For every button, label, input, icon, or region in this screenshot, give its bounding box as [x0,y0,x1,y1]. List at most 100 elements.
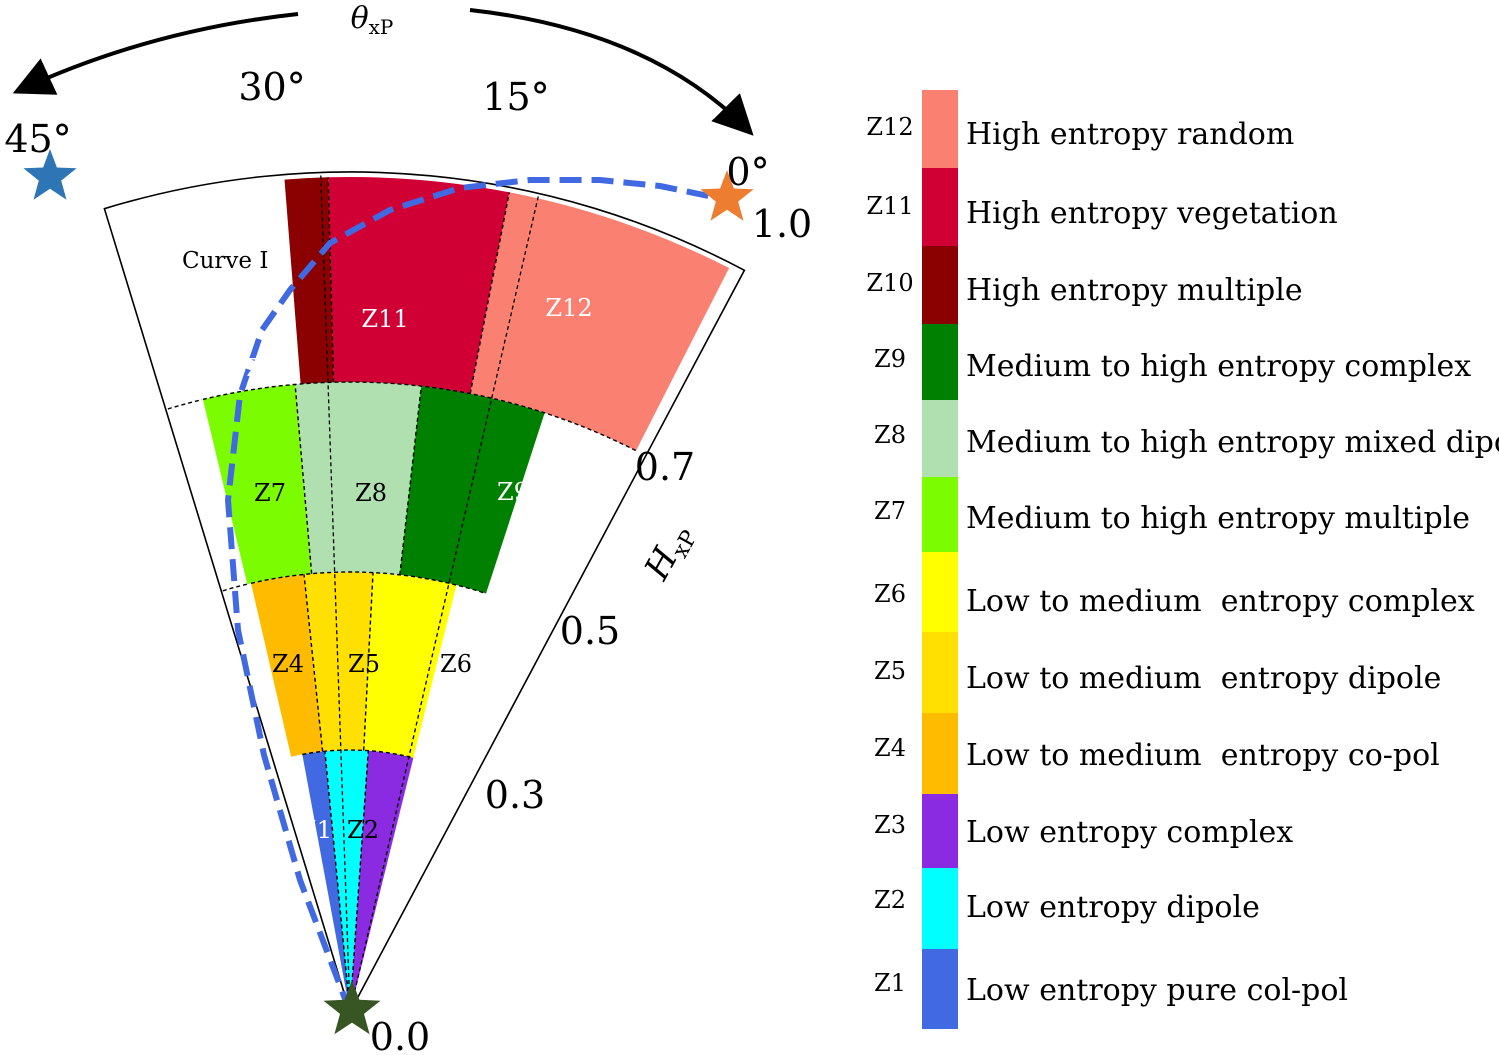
legend-description-z6: Low to medium entropy complex [966,584,1475,619]
zone-label-z3: Z3 [398,816,430,844]
curve-i [225,177,729,1014]
legend-id-z3: Z3 [874,811,906,839]
zone-z8 [295,381,422,575]
theta-radial-30 [320,172,351,1013]
radius-tick-label: 0.7 [635,445,695,489]
legend-description-z4: Low to medium entropy co-pol [966,738,1440,773]
angle-tick-label: 45° [4,117,71,161]
zone-label-z12: Z12 [545,294,592,322]
entropy-boundary-0 [302,749,414,759]
legend-id-z5: Z5 [874,657,906,685]
zone-divider-7 [469,192,511,394]
radius-tick-label: 0.3 [485,773,545,817]
theta-radial-15 [349,193,540,1013]
zone-z9 [399,386,545,594]
zone-z7 [202,384,312,585]
zone-label-z8: Z8 [355,479,387,507]
legend-description-z11: High entropy vegetation [966,196,1338,231]
angle-tick-label: 15° [482,75,549,119]
legend-swatch-z3 [922,794,958,868]
legend-description-z5: Low to medium entropy dipole [966,661,1441,696]
stars-layer [23,149,754,1035]
legend-id-z8: Z8 [874,421,906,449]
zone-z6 [363,572,457,758]
radius-tick-label: 1.0 [752,202,812,246]
zone-label-z1: Z1 [300,816,332,844]
legend-swatch-z7 [922,477,958,552]
radius-tick-label: 0.5 [560,609,620,653]
zone-label-z4: Z4 [272,650,304,678]
legend-swatch-z1 [922,949,958,1029]
zone-divider-3 [363,572,374,751]
ticks-layer: 45° 30° 15° 0° 0.0 0.3 0.5 0.7 1.0 [4,65,812,1055]
legend-id-z2: Z2 [874,886,906,914]
legend-description-z9: Medium to high entropy complex [966,349,1471,384]
zone-divider-5 [399,385,423,575]
zones-layer [202,177,730,1012]
zone-divider-6 [327,177,335,383]
legend-swatch-z9 [922,324,958,400]
angle-tick-label: 30° [238,65,305,109]
theta-arrow-right [469,8,754,136]
legend-id-z1: Z1 [874,969,906,997]
theta-subscript: xP [369,15,394,39]
legend-swatch-z5 [922,632,958,713]
zone-label-z11: Z11 [361,305,408,333]
legend-description-z1: Low entropy pure col-pol [966,973,1348,1008]
legend-id-z9: Z9 [874,345,906,373]
legend-description-z7: Medium to high entropy multiple [966,501,1470,536]
legend-swatch-z10 [922,246,958,324]
star-0-icon [700,170,754,221]
curve-i-label: Curve I [182,248,268,274]
legend-swatch-z11 [922,168,958,246]
zone-divider-4 [294,384,313,574]
zone-label-z2: Z2 [347,816,379,844]
legend: Z12 High entropy random Z11 High entropy ve… [866,90,1499,1029]
empty-boundary-0 [222,582,250,592]
legend-swatch-z12 [922,90,958,168]
zone-divider-2 [303,574,324,752]
empty-boundary-1 [167,399,203,410]
legend-swatch-z4 [922,713,958,794]
zone-z11 [328,177,510,394]
entropy-boundary-1 [250,571,487,595]
zone-label-z10: Z10 [246,354,293,382]
zone-divider-1 [349,750,369,1013]
zone-z2 [324,749,369,1012]
zone-z4 [251,574,323,757]
legend-id-z10: Z10 [866,269,913,297]
legend-id-z11: Z11 [866,192,913,220]
zone-divider-0 [324,751,351,1013]
star-origin-icon [323,980,381,1035]
legend-description-z8: Medium to high entropy mixed dipole [966,425,1499,460]
legend-id-z12: Z12 [866,113,913,141]
zone-label-z7: Z7 [254,479,286,507]
h-axis-label: HxP [636,517,703,589]
zone-z10 [284,177,334,384]
legend-swatch-z2 [922,868,958,949]
star-45-icon [23,149,77,200]
zone-labels-layer: Z1 Z2 Z3 Z4 Z5 Z6 Z7 Z8 Z9 Z10 Z11 Z12 [246,294,592,844]
grid-layer [103,171,746,1015]
zone-z3 [350,750,414,1012]
legend-description-z12: High entropy random [966,117,1294,152]
legend-id-z6: Z6 [874,580,906,608]
theta-label: θxP [351,1,394,39]
angle-tick-label: 0° [726,150,769,194]
zone-label-z5: Z5 [348,650,380,678]
legend-description-z2: Low entropy dipole [966,890,1260,925]
legend-id-z4: Z4 [874,734,906,762]
zone-label-z6: Z6 [440,650,472,678]
legend-description-z3: Low entropy complex [966,815,1293,850]
theta-symbol: θ [351,1,369,36]
zone-label-z9: Z9 [497,478,529,506]
legend-id-z7: Z7 [874,497,906,525]
legend-swatch-z8 [922,400,958,477]
theta-arrow-left [12,12,299,95]
legend-swatch-z6 [922,552,958,632]
legend-description-z10: High entropy multiple [966,273,1303,308]
zone-z12 [470,192,730,451]
sector-outline [103,171,746,1015]
zone-z5 [304,571,373,752]
